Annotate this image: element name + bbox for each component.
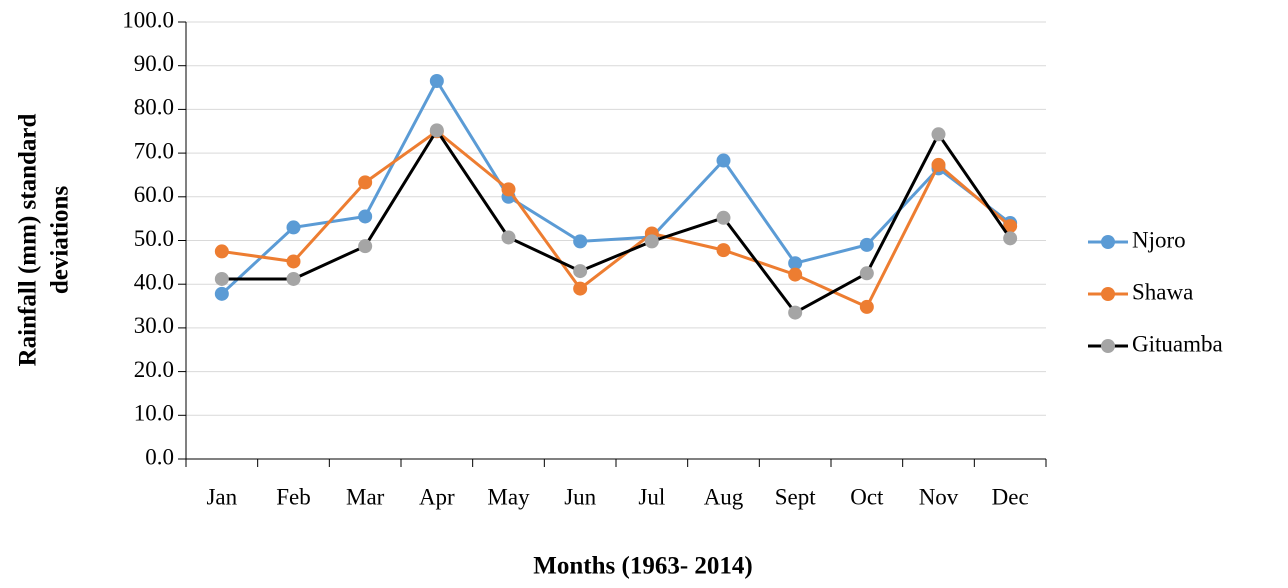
y-axis-label: Rainfall (mm) standard [15, 114, 42, 367]
data-point [931, 157, 946, 172]
data-point [286, 271, 301, 286]
legend-marker [1101, 287, 1115, 301]
y-tick-label: 80.0 [134, 95, 174, 120]
x-tick-label: Sept [775, 484, 817, 509]
y-tick-label: 0.0 [145, 444, 174, 469]
data-point [429, 73, 444, 88]
data-point [716, 210, 731, 225]
x-tick-label: May [487, 484, 530, 509]
x-tick-label: Jul [638, 484, 665, 509]
x-tick-label: Dec [992, 484, 1029, 509]
data-point [859, 237, 874, 252]
data-point [859, 266, 874, 281]
series-line [221, 127, 1012, 315]
data-point [358, 175, 373, 190]
data-point [788, 267, 803, 282]
x-tick-label: Nov [919, 484, 959, 509]
x-tick-label: Mar [346, 484, 385, 509]
data-point [1003, 231, 1018, 246]
x-tick-label: Jan [206, 484, 237, 509]
data-point [716, 243, 731, 258]
data-point [788, 256, 803, 271]
data-point [286, 254, 301, 269]
series-line [220, 77, 1012, 295]
y-tick-label: 10.0 [134, 401, 174, 426]
y-tick-label: 90.0 [134, 51, 174, 76]
x-tick-label: Oct [850, 484, 884, 509]
y-tick-label: 50.0 [134, 226, 174, 251]
data-point [286, 220, 301, 235]
data-point [358, 239, 373, 254]
y-tick-label: 20.0 [134, 357, 174, 382]
data-point [573, 234, 588, 249]
legend-label: Njoro [1132, 227, 1186, 252]
data-point [358, 209, 373, 224]
y-tick-label: 40.0 [134, 269, 174, 294]
legend-marker [1101, 339, 1115, 353]
y-tick-label: 60.0 [134, 182, 174, 207]
data-point [573, 281, 588, 296]
data-point [501, 182, 516, 197]
x-tick-label: Jun [564, 484, 596, 509]
legend-label: Shawa [1132, 279, 1193, 304]
data-point [214, 244, 229, 259]
legend-label: Gituamba [1132, 331, 1223, 356]
data-point [573, 264, 588, 279]
x-tick-label: Aug [704, 484, 744, 509]
data-point [716, 153, 731, 168]
data-point [429, 123, 444, 138]
data-point [501, 230, 516, 245]
y-tick-label: 70.0 [134, 138, 174, 163]
data-point [931, 127, 946, 142]
data-point [859, 299, 874, 314]
y-tick-label: 100.0 [122, 7, 174, 32]
series-line [221, 129, 1012, 309]
data-point [1003, 219, 1018, 234]
data-point [788, 305, 803, 320]
y-axis-label: deviations [47, 186, 74, 295]
data-point [214, 271, 229, 286]
x-tick-label: Feb [276, 484, 311, 509]
data-point [214, 286, 229, 301]
x-tick-label: Apr [419, 484, 455, 509]
x-axis-label: Months (1963- 2014) [533, 553, 752, 580]
legend-marker [1101, 235, 1115, 249]
y-tick-label: 30.0 [134, 313, 174, 338]
data-point [644, 234, 659, 249]
